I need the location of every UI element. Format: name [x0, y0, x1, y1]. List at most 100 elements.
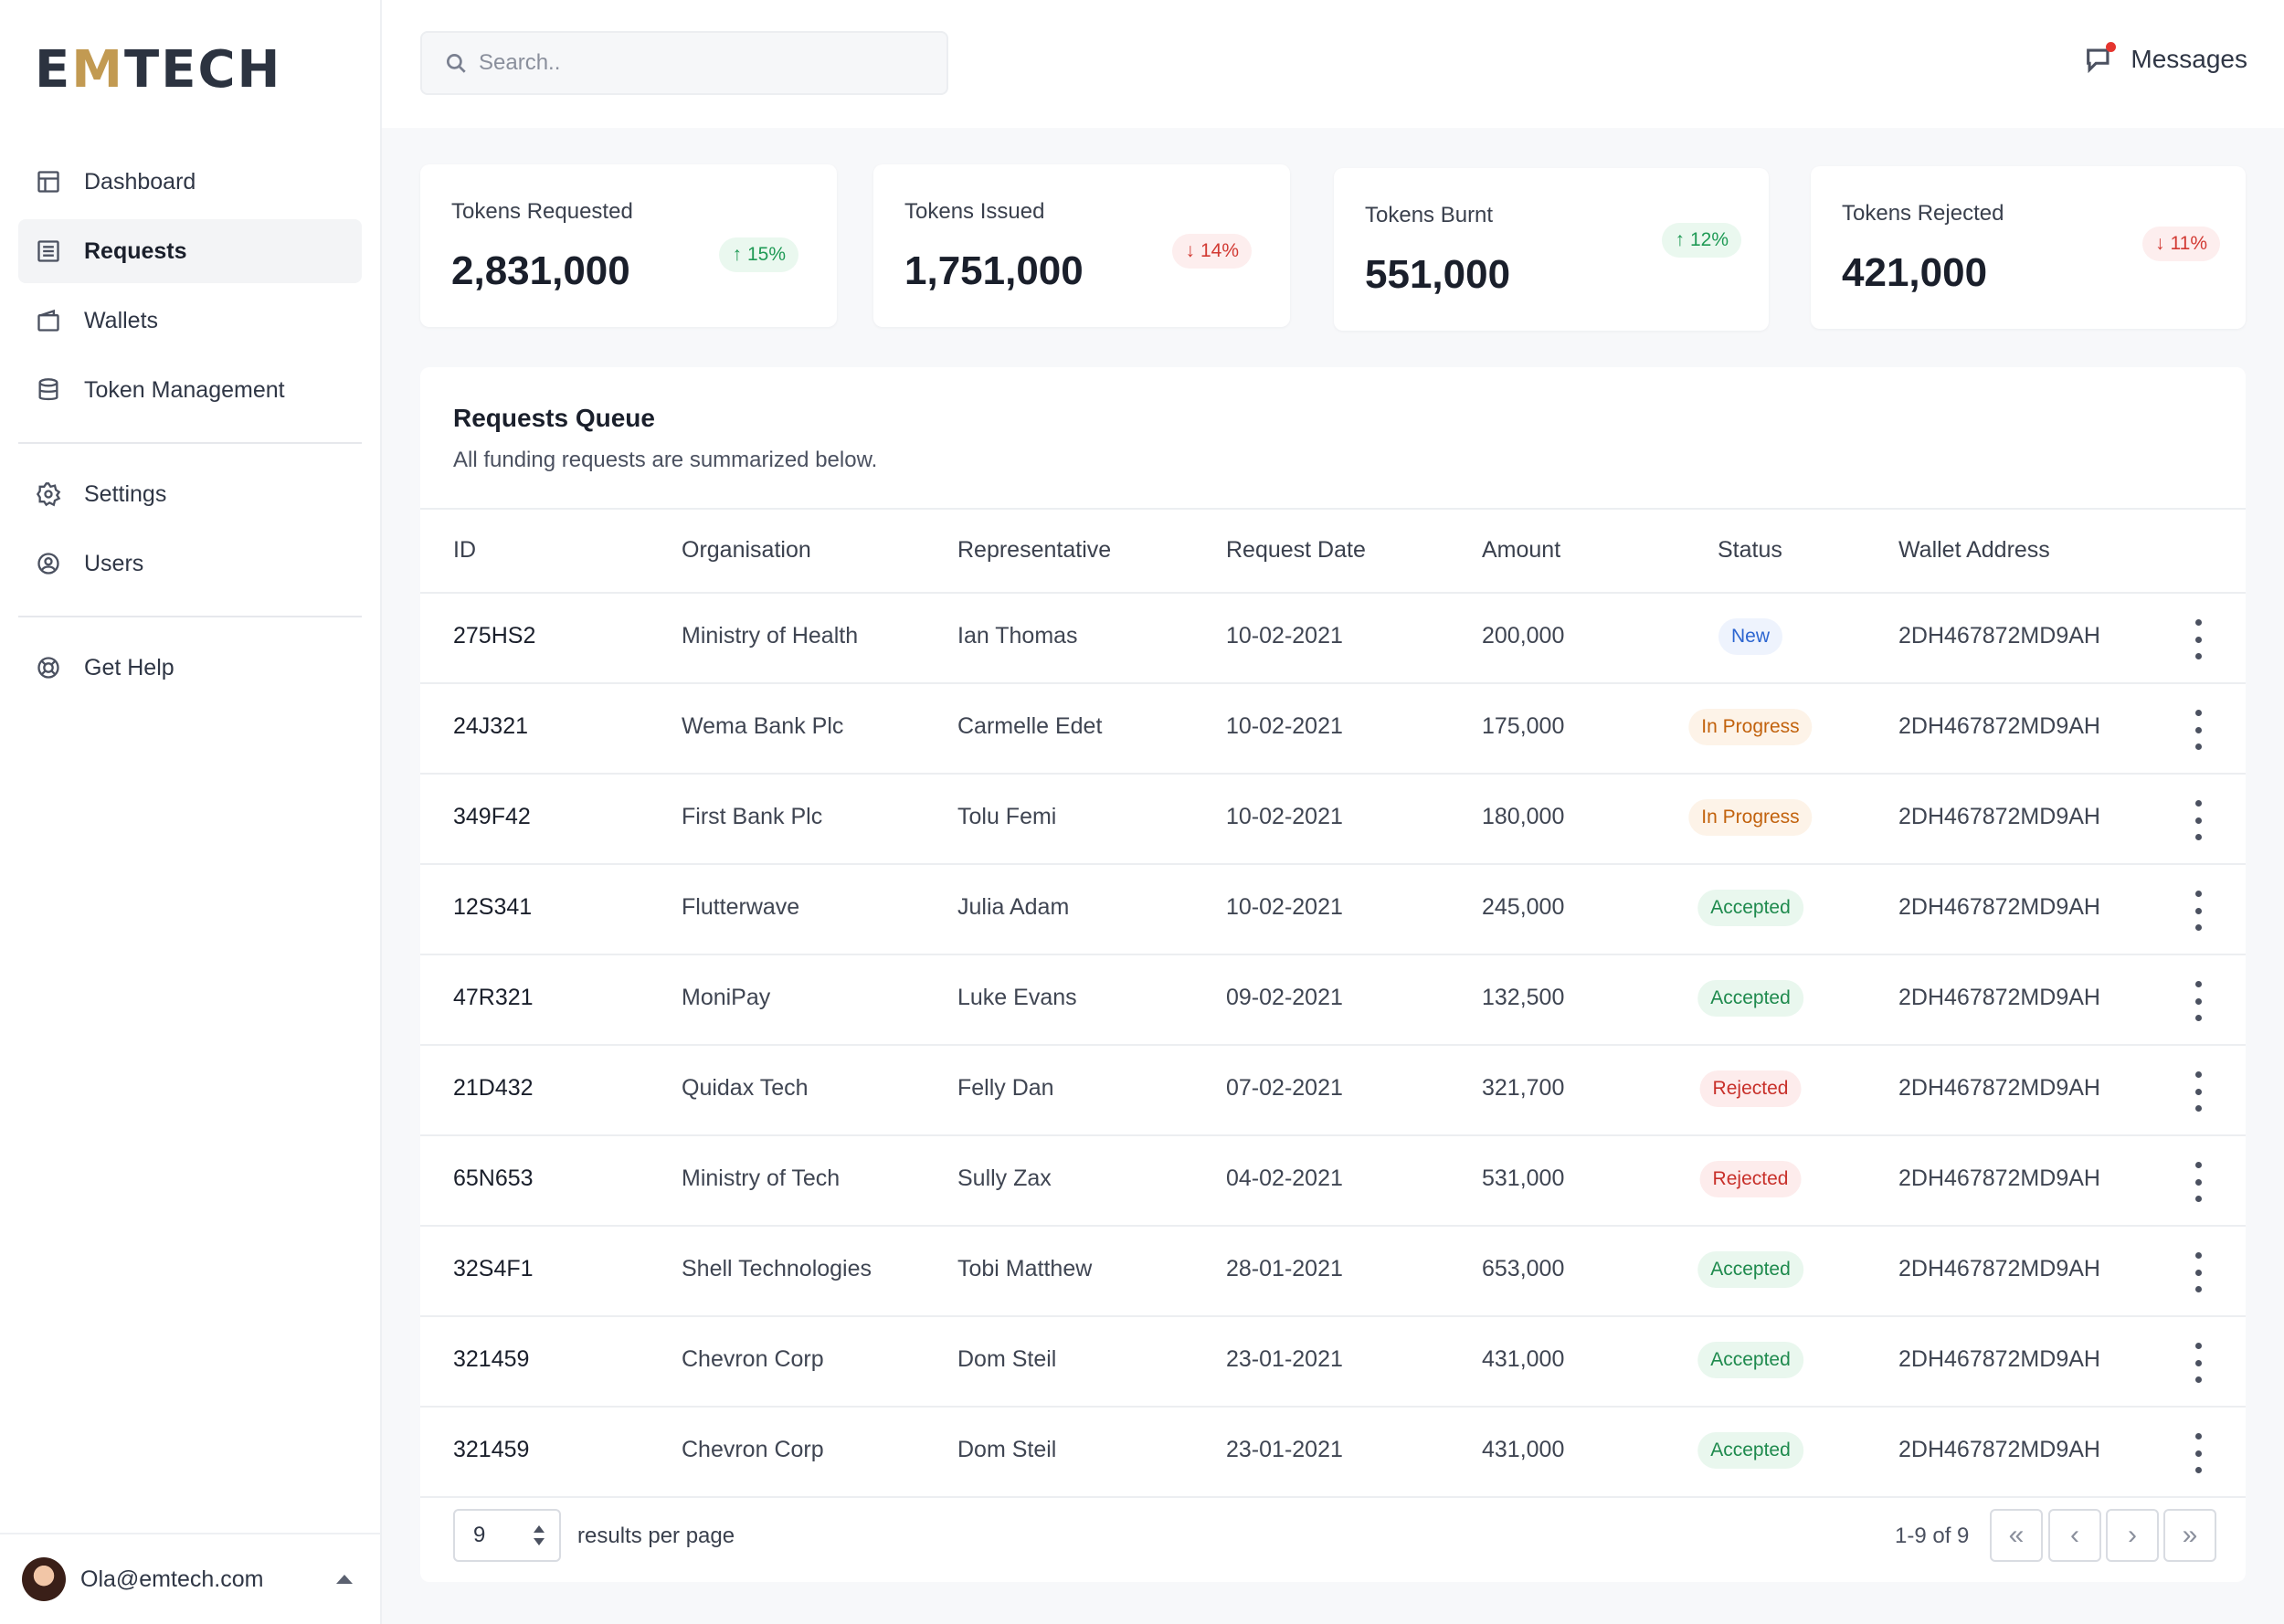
cell-wallet-address: 2DH467872MD9AH [1898, 713, 2100, 739]
caret-up-icon[interactable] [336, 1575, 353, 1584]
cell-amount: 180,000 [1482, 804, 1565, 829]
sidebar-item-get-help[interactable]: Get Help [18, 636, 362, 700]
first-page-button[interactable]: « [1990, 1509, 2043, 1562]
cell-representative: Ian Thomas [957, 623, 1078, 649]
cell-organisation: Wema Bank Plc [682, 713, 844, 739]
top-header: Messages [382, 0, 2284, 128]
table-row[interactable]: 65N653 Ministry of Tech Sully Zax 04-02-202… [420, 1136, 2246, 1227]
cell-request-date: 28-01-2021 [1226, 1256, 1343, 1281]
next-page-button[interactable]: › [2106, 1509, 2159, 1562]
arrow-down-icon: ↓ [2155, 233, 2165, 254]
cell-request-date: 10-02-2021 [1226, 894, 1343, 920]
sidebar-item-wallets[interactable]: Wallets [18, 289, 362, 353]
row-menu-icon[interactable] [2189, 1343, 2207, 1383]
user-menu[interactable]: Ola@emtech.com [0, 1533, 380, 1624]
row-menu-icon[interactable] [2189, 710, 2207, 750]
cell-wallet-address: 2DH467872MD9AH [1898, 804, 2100, 829]
messages-button[interactable]: Messages [2083, 42, 2247, 75]
stat-card-tokens-rejected: Tokens Rejected 421,000 ↓ 11% [1811, 166, 2246, 329]
cell-request-date: 10-02-2021 [1226, 804, 1343, 829]
column-header-organisation[interactable]: Organisation [682, 537, 811, 563]
row-menu-icon[interactable] [2189, 619, 2207, 659]
sidebar-item-users[interactable]: Users [18, 532, 362, 596]
cell-amount: 653,000 [1482, 1256, 1565, 1281]
cell-amount: 245,000 [1482, 894, 1565, 920]
table-row[interactable]: 321459 Chevron Corp Dom Steil 23-01-2021 431… [420, 1408, 2246, 1498]
search-input[interactable] [479, 50, 917, 76]
table-row[interactable]: 21D432 Quidax Tech Felly Dan 07-02-2021 321,… [420, 1046, 2246, 1136]
status-badge: In Progress [1688, 799, 1813, 836]
previous-page-button[interactable]: ‹ [2048, 1509, 2101, 1562]
stat-card-tokens-requested: Tokens Requested 2,831,000 ↑ 15% [420, 164, 837, 327]
cell-representative: Tolu Femi [957, 804, 1057, 829]
sidebar-item-label: Settings [84, 480, 167, 507]
status-badge: In Progress [1688, 709, 1813, 745]
row-menu-icon[interactable] [2189, 891, 2207, 931]
cell-amount: 175,000 [1482, 713, 1565, 739]
stat-change-badge: ↓ 11% [2142, 227, 2220, 261]
cell-id: 21D432 [453, 1075, 534, 1101]
cell-request-date: 10-02-2021 [1226, 623, 1343, 649]
stat-card-tokens-burnt: Tokens Burnt 551,000 ↑ 12% [1334, 168, 1769, 331]
table-row[interactable]: 321459 Chevron Corp Dom Steil 23-01-2021 431… [420, 1317, 2246, 1408]
table-row[interactable]: 12S341 Flutterwave Julia Adam 10-02-2021 245… [420, 865, 2246, 955]
arrow-up-icon: ↑ [732, 244, 742, 265]
column-header-id[interactable]: ID [453, 537, 476, 563]
row-menu-icon[interactable] [2189, 1433, 2207, 1473]
avatar [22, 1557, 66, 1601]
last-page-button[interactable]: » [2163, 1509, 2216, 1562]
column-header-representative[interactable]: Representative [957, 537, 1112, 563]
sidebar-item-settings[interactable]: Settings [18, 462, 362, 526]
unread-indicator [2106, 42, 2117, 52]
search-box [420, 31, 948, 95]
sidebar-item-label: Wallets [84, 307, 159, 333]
section-title: Requests Queue [453, 404, 655, 432]
sidebar-item-label: Requests [84, 237, 187, 264]
sidebar-item-label: Get Help [84, 654, 174, 680]
status-badge: Accepted [1697, 1251, 1803, 1288]
per-page-select[interactable]: 9 [453, 1509, 561, 1562]
table-row[interactable]: 32S4F1 Shell Technologies Tobi Matthew 28-0… [420, 1227, 2246, 1317]
cell-id: 47R321 [453, 985, 534, 1010]
column-header-request-date[interactable]: Request Date [1226, 537, 1366, 563]
table-row[interactable]: 47R321 MoniPay Luke Evans 09-02-2021 132,500… [420, 955, 2246, 1046]
column-header-status[interactable]: Status [1718, 537, 1782, 563]
stat-change-badge: ↓ 14% [1172, 234, 1252, 269]
table-row[interactable]: 349F42 First Bank Plc Tolu Femi 10-02-2021 1… [420, 775, 2246, 865]
sidebar-nav-settings: Settings Users [18, 462, 362, 596]
column-header-wallet-address[interactable]: Wallet Address [1898, 537, 2050, 563]
sidebar-item-requests[interactable]: Requests [18, 219, 362, 283]
cell-id: 349F42 [453, 804, 531, 829]
cell-amount: 132,500 [1482, 985, 1565, 1010]
stat-title: Tokens Burnt [1365, 203, 1494, 227]
cell-wallet-address: 2DH467872MD9AH [1898, 894, 2100, 920]
row-menu-icon[interactable] [2189, 800, 2207, 840]
sidebar-item-token-management[interactable]: Token Management [18, 358, 362, 422]
per-page-value: 9 [473, 1523, 486, 1547]
cell-wallet-address: 2DH467872MD9AH [1898, 1075, 2100, 1101]
table-body: 275HS2 Ministry of Health Ian Thomas 10-02-… [420, 594, 2246, 1498]
cell-id: 321459 [453, 1346, 530, 1372]
cell-representative: Carmelle Edet [957, 713, 1103, 739]
sidebar: EMTECH Dashboard Requests Wallets Token … [0, 0, 382, 1624]
row-menu-icon[interactable] [2189, 981, 2207, 1021]
row-menu-icon[interactable] [2189, 1071, 2207, 1112]
spinner-arrows-icon [534, 1525, 545, 1545]
table-row[interactable]: 275HS2 Ministry of Health Ian Thomas 10-02-… [420, 594, 2246, 684]
search-icon [446, 53, 466, 73]
table-row[interactable]: 24J321 Wema Bank Plc Carmelle Edet 10-02-20… [420, 684, 2246, 775]
cell-wallet-address: 2DH467872MD9AH [1898, 1165, 2100, 1191]
stat-title: Tokens Rejected [1842, 201, 2004, 226]
cell-organisation: Ministry of Tech [682, 1165, 841, 1191]
sidebar-item-label: Token Management [84, 376, 285, 403]
row-menu-icon[interactable] [2189, 1252, 2207, 1292]
status-badge: Accepted [1697, 1342, 1803, 1378]
cell-amount: 200,000 [1482, 623, 1565, 649]
user-circle-icon [35, 550, 62, 577]
wallet-icon [35, 307, 62, 334]
cell-request-date: 23-01-2021 [1226, 1346, 1343, 1372]
column-header-amount[interactable]: Amount [1482, 537, 1561, 563]
cell-organisation: MoniPay [682, 985, 771, 1010]
sidebar-item-dashboard[interactable]: Dashboard [18, 150, 362, 214]
row-menu-icon[interactable] [2189, 1162, 2207, 1202]
